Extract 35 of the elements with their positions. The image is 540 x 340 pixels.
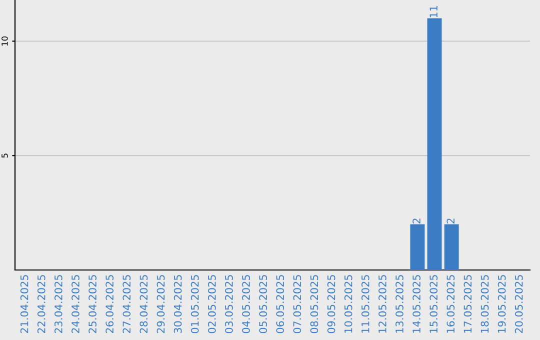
x-tick-label: 23.04.2025 — [54, 275, 62, 334]
y-tick-label: 5 — [2, 154, 8, 158]
x-tick-label: 27.04.2025 — [122, 275, 131, 334]
x-tick-label: 29.04.2025 — [156, 275, 165, 334]
x-tick-label: 03.05.2025 — [225, 275, 233, 334]
x-tick-label: 17.05.2025 — [464, 275, 472, 333]
x-tick-label: 25.04.2025 — [88, 275, 96, 334]
x-tick-label: 21.04.2025 — [20, 275, 28, 334]
x-tick-label: 10.05.2025 — [344, 275, 352, 333]
data-label: 2 — [446, 218, 454, 224]
x-tick-label: 06.05.2025 — [276, 275, 284, 334]
x-tick-label: 18.05.2025 — [480, 275, 489, 333]
x-tick-label: 13.05.2025 — [396, 275, 404, 333]
x-tick-label: 01.05.2025 — [190, 275, 199, 334]
x-tick-label: 08.05.2025 — [310, 275, 318, 334]
x-tick-label: 12.05.2025 — [378, 275, 386, 333]
x-tick-label: 07.05.2025 — [293, 275, 302, 334]
x-tick-label: 04.05.2025 — [242, 275, 250, 334]
x-tick-label: 16.05.2025 — [446, 275, 455, 333]
x-tick-label: 30.04.2025 — [174, 275, 182, 334]
x-tick-label: 24.04.2025 — [72, 275, 80, 334]
x-tick-label: 22.04.2025 — [37, 275, 46, 334]
x-tick-label: 28.04.2025 — [140, 275, 148, 334]
x-tick-label: 02.05.2025 — [208, 275, 216, 334]
x-tick-label: 09.05.2025 — [327, 275, 336, 334]
x-tick-label: 20.05.2025 — [514, 275, 523, 334]
x-tick-label: 19.05.2025 — [498, 275, 506, 333]
x-tick-label: 14.05.2025 — [412, 275, 420, 333]
x-tick-label: 05.05.2025 — [259, 275, 267, 334]
x-tick-label: 26.04.2025 — [106, 275, 114, 334]
x-tick-label: 15.05.2025 — [430, 275, 438, 333]
y-tick-label: 10 — [2, 36, 8, 46]
data-label: 2 — [412, 218, 420, 224]
data-label: 11 — [430, 6, 438, 18]
x-tick-label: 11.05.2025 — [361, 275, 370, 333]
